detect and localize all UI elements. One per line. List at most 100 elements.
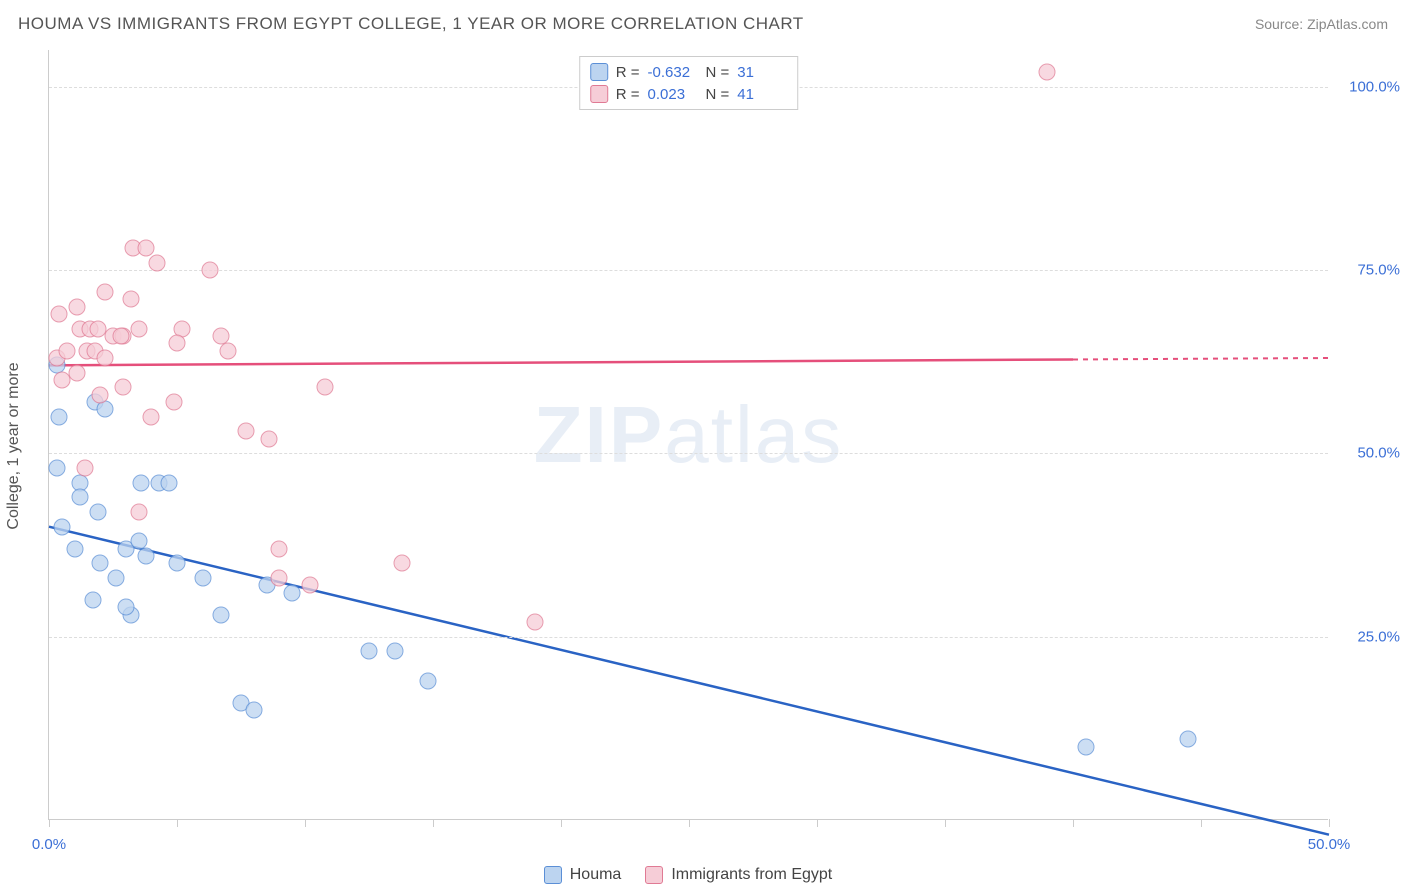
n-label: N = [706,64,730,81]
data-point [53,372,70,389]
x-tick [49,819,50,827]
data-point [71,489,88,506]
legend-item-egypt: Immigrants from Egypt [645,866,832,884]
legend-label-houma: Houma [570,866,622,884]
r-value-egypt: 0.023 [648,86,698,103]
data-point [194,570,211,587]
data-point [51,408,68,425]
x-tick [817,819,818,827]
x-tick [945,819,946,827]
data-point [92,386,109,403]
data-point [97,350,114,367]
data-point [84,592,101,609]
legend-row-egypt: R = 0.023 N = 41 [590,83,788,105]
legend-row-houma: R = -0.632 N = 31 [590,61,788,83]
data-point [122,291,139,308]
data-point [271,570,288,587]
x-tick-label: 50.0% [1308,836,1351,853]
data-point [51,306,68,323]
n-label: N = [706,86,730,103]
legend-label-egypt: Immigrants from Egypt [671,866,832,884]
y-tick-label: 50.0% [1340,445,1400,462]
correlation-legend: R = -0.632 N = 31 R = 0.023 N = 41 [579,56,799,110]
data-point [112,328,129,345]
data-point [202,262,219,279]
data-point [89,504,106,521]
data-point [261,430,278,447]
gridline [49,270,1328,271]
x-tick [1329,819,1330,827]
data-point [66,540,83,557]
gridline [49,637,1328,638]
chart-title: HOUMA VS IMMIGRANTS FROM EGYPT COLLEGE, … [18,14,804,34]
x-tick [177,819,178,827]
data-point [92,555,109,572]
data-point [1039,64,1056,81]
data-point [169,335,186,352]
series-legend: Houma Immigrants from Egypt [48,866,1328,884]
data-point [284,584,301,601]
y-tick-label: 100.0% [1340,78,1400,95]
data-point [212,606,229,623]
data-point [169,555,186,572]
data-point [97,401,114,418]
data-point [143,408,160,425]
data-point [238,423,255,440]
data-point [394,555,411,572]
data-point [138,548,155,565]
data-point [361,643,378,660]
chart-header: HOUMA VS IMMIGRANTS FROM EGYPT COLLEGE, … [18,14,1388,34]
x-tick [689,819,690,827]
data-point [166,394,183,411]
y-tick-label: 25.0% [1340,628,1400,645]
data-point [130,320,147,337]
source-prefix: Source: [1255,16,1307,32]
r-value-houma: -0.632 [648,64,698,81]
source-link[interactable]: ZipAtlas.com [1307,16,1388,32]
y-axis-label: College, 1 year or more [5,362,23,529]
data-point [97,284,114,301]
x-tick [1073,819,1074,827]
swatch-pink-icon [645,866,663,884]
data-point [69,364,86,381]
data-point [419,672,436,689]
data-point [69,298,86,315]
x-tick [1201,819,1202,827]
r-label: R = [616,64,640,81]
data-point [317,379,334,396]
x-tick [561,819,562,827]
data-point [386,643,403,660]
swatch-blue-icon [544,866,562,884]
data-point [1180,731,1197,748]
x-tick [305,819,306,827]
data-point [115,379,132,396]
swatch-pink-icon [590,85,608,103]
data-point [220,342,237,359]
x-tick [433,819,434,827]
data-point [527,614,544,631]
data-point [133,474,150,491]
data-point [130,504,147,521]
data-point [76,460,93,477]
data-point [302,577,319,594]
data-point [245,702,262,719]
data-point [148,254,165,271]
r-label: R = [616,86,640,103]
legend-item-houma: Houma [544,866,622,884]
data-point [1077,738,1094,755]
x-tick-label: 0.0% [32,836,66,853]
y-tick-label: 75.0% [1340,262,1400,279]
source-attribution: Source: ZipAtlas.com [1255,16,1388,32]
data-point [161,474,178,491]
data-point [53,518,70,535]
data-point [107,570,124,587]
data-point [271,540,288,557]
data-point [48,460,65,477]
gridline [49,453,1328,454]
swatch-blue-icon [590,63,608,81]
scatter-chart: ZIPatlas R = -0.632 N = 31 R = 0.023 N =… [48,50,1328,820]
data-point [58,342,75,359]
n-value-houma: 31 [737,64,787,81]
data-point [117,599,134,616]
n-value-egypt: 41 [737,86,787,103]
